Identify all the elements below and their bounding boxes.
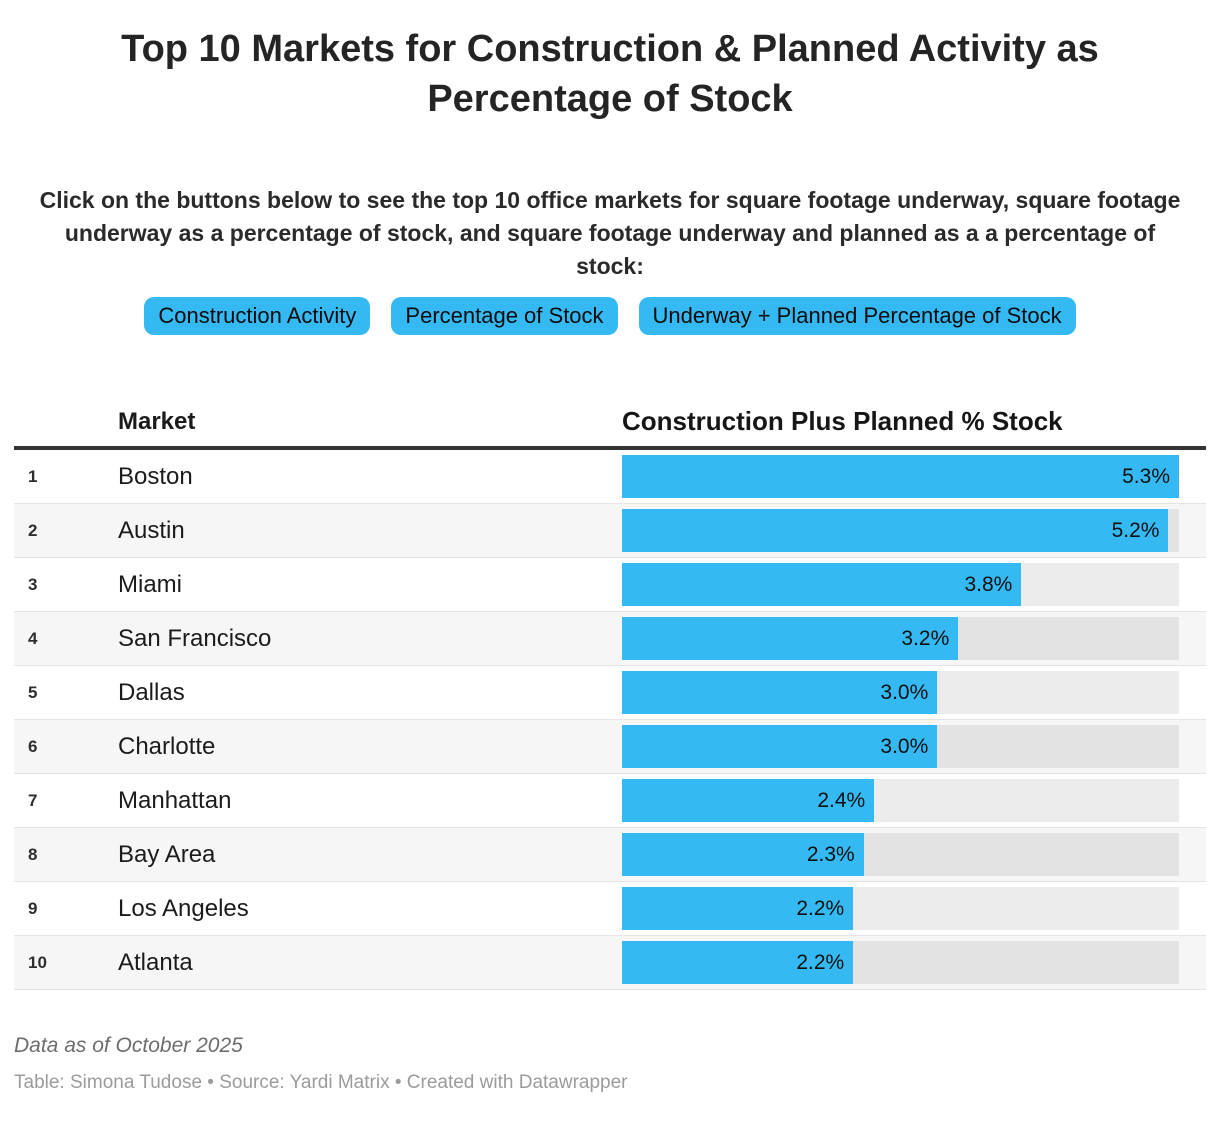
value-bar: 3.0% [622,671,938,714]
table-row: 4 San Francisco 3.2% [14,612,1206,666]
bar-track: 2.3% [622,833,1179,876]
table-row: 8 Bay Area 2.3% [14,828,1206,882]
market-name: Austin [118,516,185,544]
bar-cell: 3.8% [622,558,1206,611]
bar-cell: 3.0% [622,666,1206,719]
market-name: Dallas [118,678,185,706]
bar-cell: 3.0% [622,720,1206,773]
rank-label: 10 [28,952,47,972]
table-row: 10 Atlanta 2.2% [14,936,1206,990]
value-bar: 3.8% [622,563,1022,606]
market-name: San Francisco [118,624,272,652]
data-note: Data as of October 2025 [14,1034,243,1057]
chart-footer: Data as of October 2025 Table: Simona Tu… [14,1034,1206,1094]
bar-track: 2.2% [622,887,1179,930]
table-row: 9 Los Angeles 2.2% [14,882,1206,936]
bar-cell: 2.3% [622,828,1206,881]
bar-cell: 2.4% [622,774,1206,827]
table-row: 2 Austin 5.2% [14,504,1206,558]
rank-label: 2 [28,520,38,540]
bar-track: 3.0% [622,725,1179,768]
tab-construction-activity[interactable]: Construction Activity [144,297,371,335]
value-bar: 3.2% [622,617,959,660]
markets-table: Market Construction Plus Planned % Stock… [14,397,1206,990]
rank-label: 6 [28,736,38,756]
bar-track: 2.2% [622,941,1179,984]
bar-value-label: 3.8% [964,572,1013,596]
bar-cell: 2.2% [622,882,1206,935]
tab-underway-planned-percentage-of-stock[interactable]: Underway + Planned Percentage of Stock [638,297,1076,335]
column-header-value: Construction Plus Planned % Stock [622,406,1063,436]
bar-value-label: 2.2% [796,896,845,920]
value-bar: 3.0% [622,725,938,768]
bar-value-label: 2.2% [796,950,845,974]
rank-label: 4 [28,628,38,648]
bar-cell: 5.2% [622,504,1206,557]
rank-label: 7 [28,790,38,810]
market-name: Atlanta [118,948,193,976]
table-row: 5 Dallas 3.0% [14,666,1206,720]
chart-description: Click on the buttons below to see the to… [39,187,1181,279]
table-row: 1 Boston 5.3% [14,450,1206,504]
rank-label: 3 [28,574,38,594]
bar-cell: 2.2% [622,936,1206,989]
market-name: Los Angeles [118,894,249,922]
bar-track: 5.3% [622,455,1179,498]
value-bar: 2.2% [622,941,854,984]
bar-cell: 3.2% [622,612,1206,665]
market-name: Charlotte [118,732,216,760]
value-bar: 5.2% [622,509,1169,552]
table-body: 1 Boston 5.3% 2 Austin 5.2% 3 Miami 3.8% 4 San Fra… [14,450,1206,990]
bar-value-label: 2.4% [817,788,866,812]
bar-track: 3.8% [622,563,1179,606]
bar-value-label: 5.3% [1122,464,1170,488]
value-bar: 2.4% [622,779,875,822]
market-name: Manhattan [118,786,232,814]
bar-track: 5.2% [622,509,1179,552]
bar-track: 3.0% [622,671,1179,714]
chart-header: Top 10 Markets for Construction & Planne… [0,24,1220,335]
rank-label: 5 [28,682,38,702]
rank-label: 8 [28,844,38,864]
market-name: Bay Area [118,840,216,868]
bar-value-label: 3.2% [901,626,950,650]
tab-percentage-of-stock[interactable]: Percentage of Stock [391,297,618,335]
value-bar: 5.3% [622,455,1179,498]
table-row: 7 Manhattan 2.4% [14,774,1206,828]
table-header-row: Market Construction Plus Planned % Stock [14,397,1206,450]
datawrapper-chart-page: { "title": "Top 10 Markets for Construct… [0,24,1220,1134]
bar-cell: 5.3% [622,450,1206,503]
table-row: 6 Charlotte 3.0% [14,720,1206,774]
rank-label: 1 [28,466,38,486]
bar-value-label: 2.3% [806,842,855,866]
tab-buttons-row: Construction Activity Percentage of Stoc… [0,297,1220,335]
market-name: Miami [118,570,182,598]
bar-value-label: 5.2% [1111,518,1160,542]
value-bar: 2.2% [622,887,854,930]
bar-value-label: 3.0% [880,680,929,704]
attribution: Table: Simona Tudose • Source: Yardi Mat… [14,1072,628,1093]
column-header-market: Market [118,407,196,435]
rank-label: 9 [28,898,38,918]
bar-track: 2.4% [622,779,1179,822]
table-row: 3 Miami 3.8% [14,558,1206,612]
market-name: Boston [118,462,193,490]
value-bar: 2.3% [622,833,864,876]
bar-track: 3.2% [622,617,1179,660]
page-title: Top 10 Markets for Construction & Planne… [121,28,1099,120]
bar-value-label: 3.0% [880,734,929,758]
